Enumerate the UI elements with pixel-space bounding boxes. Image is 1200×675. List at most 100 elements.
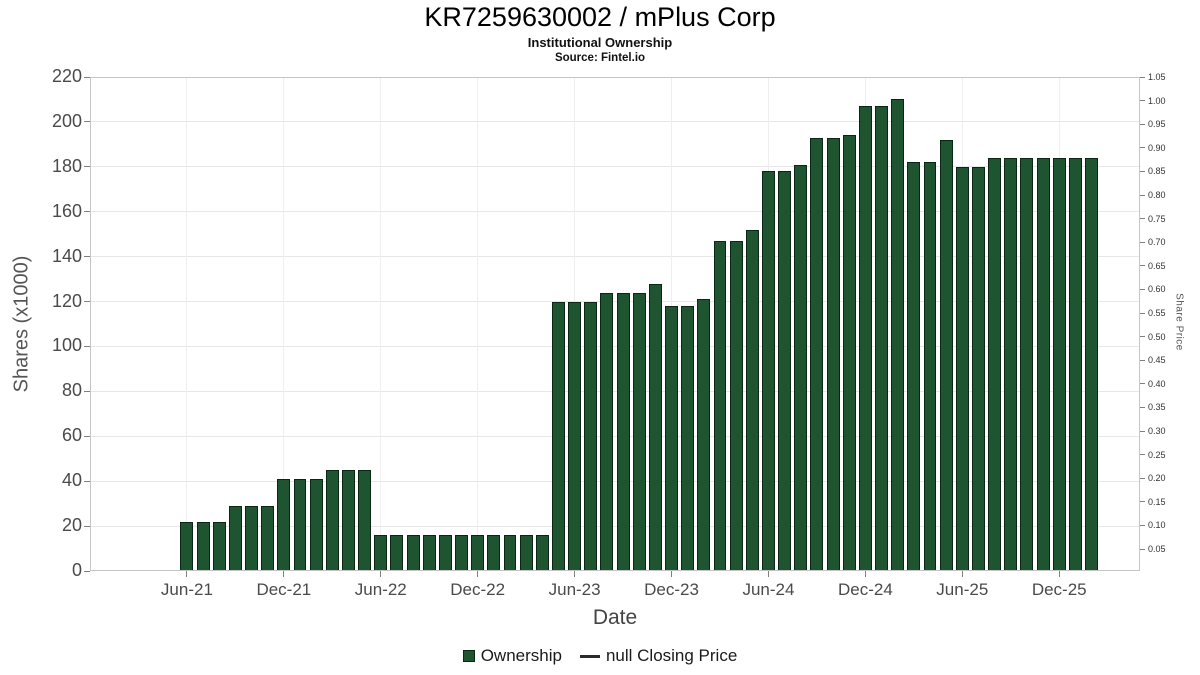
ownership-bar[interactable] bbox=[551, 301, 565, 571]
ownership-bar[interactable] bbox=[713, 240, 727, 571]
ownership-bar[interactable] bbox=[875, 106, 888, 571]
ownership-bar[interactable] bbox=[487, 535, 501, 571]
ownership-bar[interactable] bbox=[309, 478, 323, 571]
right-axis-tick-label: 0.85 bbox=[1148, 166, 1166, 177]
ownership-bar[interactable] bbox=[729, 240, 743, 571]
y-axis-tick-label: 40 bbox=[61, 470, 82, 491]
chart-subtitle: Institutional Ownership bbox=[527, 35, 673, 50]
y-axis-tick-label: 220 bbox=[51, 66, 82, 86]
y-axis-tick-label: 0 bbox=[71, 560, 82, 580]
ownership-bar[interactable] bbox=[681, 306, 695, 571]
ownership-bar[interactable] bbox=[455, 535, 468, 571]
right-axis-tickmark bbox=[1140, 100, 1145, 102]
ownership-bar[interactable] bbox=[891, 99, 905, 571]
ownership-bar[interactable] bbox=[535, 535, 549, 571]
ownership-bar[interactable] bbox=[422, 535, 436, 571]
x-axis-tick-label: Jun-23 bbox=[548, 580, 601, 599]
chart-title: KR7259630002 / mPlus Corp bbox=[424, 2, 776, 32]
ownership-bar[interactable] bbox=[180, 521, 194, 571]
ownership-bar[interactable] bbox=[1036, 157, 1050, 571]
ownership-bar[interactable] bbox=[971, 166, 985, 571]
y-axis-tickmark bbox=[84, 301, 90, 303]
right-axis-tickmark bbox=[1140, 288, 1145, 290]
y-axis-title: Shares (x1000) bbox=[10, 255, 33, 393]
ownership-bar[interactable] bbox=[390, 535, 404, 571]
ownership-bar[interactable] bbox=[923, 162, 937, 571]
ownership-bar[interactable] bbox=[358, 469, 372, 571]
ownership-bar[interactable] bbox=[1052, 157, 1066, 571]
right-axis-tick-label: 0.95 bbox=[1148, 119, 1166, 130]
x-axis-tick-label: Dec-22 bbox=[450, 580, 506, 599]
ownership-bar[interactable] bbox=[697, 299, 711, 571]
ownership-bar[interactable] bbox=[196, 521, 210, 571]
ownership-bar[interactable] bbox=[261, 505, 275, 571]
right-y-axis-title: Share Price bbox=[1173, 293, 1185, 351]
ownership-bar[interactable] bbox=[600, 292, 614, 571]
ownership-bar[interactable] bbox=[794, 164, 808, 571]
chart-source: Source: Fintel.io bbox=[554, 52, 646, 64]
x-axis-tick-label: Dec-24 bbox=[837, 580, 893, 599]
ownership-bar[interactable] bbox=[519, 535, 533, 571]
y-axis-tick-label: 100 bbox=[51, 335, 82, 356]
ownership-bar[interactable] bbox=[826, 137, 840, 571]
x-axis-tickmark bbox=[574, 571, 576, 577]
right-axis-tick-label: 0.80 bbox=[1148, 190, 1166, 200]
right-axis-tickmark bbox=[1140, 430, 1145, 432]
ownership-bar[interactable] bbox=[632, 292, 646, 571]
right-axis-tick-label: 0.55 bbox=[1148, 308, 1166, 318]
ownership-bar[interactable] bbox=[277, 478, 291, 571]
ownership-bar[interactable] bbox=[648, 283, 662, 571]
right-axis-tick-label: 0.90 bbox=[1148, 142, 1166, 153]
ownership-bar[interactable] bbox=[842, 135, 856, 571]
ownership-bar[interactable] bbox=[858, 106, 872, 571]
ownership-bar[interactable] bbox=[939, 139, 953, 571]
ownership-bar[interactable] bbox=[228, 505, 242, 571]
ownership-bar[interactable] bbox=[616, 292, 630, 571]
y-gridline bbox=[90, 211, 1140, 213]
ownership-bar[interactable] bbox=[955, 166, 969, 571]
ownership-bar[interactable] bbox=[212, 521, 226, 571]
y-axis-tick-label: 200 bbox=[51, 110, 82, 131]
x-axis-tickmark bbox=[864, 571, 866, 577]
ownership-bar[interactable] bbox=[438, 535, 452, 571]
y-axis-tickmark bbox=[84, 256, 90, 258]
right-axis-tickmark bbox=[1140, 241, 1145, 243]
x-axis-tickmark bbox=[283, 571, 285, 577]
y-axis-tick-label: 80 bbox=[61, 380, 82, 401]
ownership-bar[interactable] bbox=[761, 171, 775, 571]
ownership-bar[interactable] bbox=[1085, 157, 1098, 571]
ownership-bar[interactable] bbox=[584, 301, 598, 571]
right-axis-tick-label: 0.05 bbox=[1148, 544, 1166, 555]
right-axis-tick-label: 1.05 bbox=[1148, 72, 1166, 82]
ownership-bar[interactable] bbox=[471, 535, 485, 571]
ownership-bar[interactable] bbox=[1020, 157, 1034, 571]
y-axis-tickmark bbox=[84, 435, 90, 437]
right-axis-tick-label: 0.50 bbox=[1148, 331, 1166, 342]
ownership-bar[interactable] bbox=[1068, 157, 1082, 571]
ownership-bar[interactable] bbox=[293, 478, 307, 571]
ownership-bar[interactable] bbox=[245, 505, 258, 571]
ownership-bar[interactable] bbox=[745, 229, 759, 571]
ownership-bar[interactable] bbox=[341, 469, 355, 571]
ownership-bar[interactable] bbox=[325, 469, 339, 571]
ownership-bar[interactable] bbox=[810, 137, 824, 571]
x-axis-tickmark bbox=[380, 571, 382, 577]
ownership-bar[interactable] bbox=[568, 301, 582, 571]
right-axis-tick-label: 0.25 bbox=[1148, 449, 1166, 460]
ownership-bar[interactable] bbox=[778, 171, 792, 571]
ownership-bar[interactable] bbox=[665, 306, 678, 571]
x-axis-tick-label: Jun-21 bbox=[160, 580, 213, 599]
ownership-bar[interactable] bbox=[406, 535, 420, 571]
ownership-bar[interactable] bbox=[1004, 157, 1018, 571]
ownership-bar[interactable] bbox=[374, 535, 388, 571]
ownership-bar[interactable] bbox=[503, 535, 517, 571]
x-axis-tickmark bbox=[1058, 571, 1060, 577]
closing-price-line-marker-icon bbox=[579, 654, 600, 658]
ownership-bar[interactable] bbox=[907, 162, 921, 571]
right-axis-tickmark bbox=[1140, 194, 1145, 196]
ownership-bar[interactable] bbox=[988, 157, 1002, 571]
x-axis-tickmark bbox=[186, 571, 188, 577]
right-axis-tickmark bbox=[1140, 524, 1145, 526]
right-axis-tickmark bbox=[1140, 454, 1145, 456]
